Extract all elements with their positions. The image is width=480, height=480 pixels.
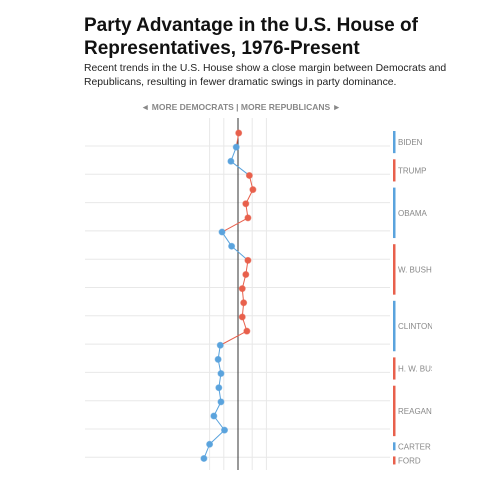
data-point: [243, 327, 251, 335]
president-label: BIDEN: [398, 138, 423, 147]
president-label: FORD: [398, 456, 421, 465]
chart-title: Party Advantage in the U.S. House of Rep…: [84, 14, 464, 60]
data-point: [227, 157, 235, 165]
president-label: W. BUSH: [398, 265, 432, 274]
president-label: OBAMA: [398, 209, 428, 218]
data-point: [244, 256, 252, 264]
president-term-bar: [393, 442, 396, 451]
data-point: [238, 313, 246, 321]
president-term-bar: [393, 131, 396, 154]
president-term-bar: [393, 300, 396, 352]
data-point: [249, 186, 257, 194]
data-point: [244, 214, 252, 222]
data-point: [242, 271, 250, 278]
title-line-2: Representatives, 1976-Present: [84, 38, 360, 59]
subtitle-line-2: Republicans, resulting in fewer dramatic…: [84, 77, 397, 88]
data-point: [218, 228, 226, 236]
title-line-1: Party Advantage in the U.S. House of: [84, 15, 418, 36]
president-term-bar: [393, 159, 396, 182]
line-segment: [231, 245, 249, 261]
data-point: [210, 412, 218, 420]
data-point: [242, 200, 250, 208]
series-points: [200, 129, 257, 462]
data-point: [206, 440, 214, 448]
president-label: TRUMP: [398, 166, 426, 175]
line-segment: [230, 160, 250, 176]
president-term-bar: [393, 244, 396, 295]
data-point: [221, 426, 229, 434]
data-point: [235, 129, 243, 137]
president-term-bar: [393, 187, 396, 239]
chart-subtitle: Recent trends in the U.S. House show a c…: [84, 62, 480, 90]
data-point: [217, 398, 225, 406]
direction-label: ◄ MORE DEMOCRATS | MORE REPUBLICANS ►: [141, 102, 341, 112]
series-line: [203, 132, 254, 459]
data-point: [214, 355, 222, 363]
data-point: [217, 370, 225, 378]
data-point: [238, 285, 246, 293]
president-label: CARTER: [398, 442, 431, 451]
data-point: [240, 299, 248, 307]
data-point: [228, 242, 236, 250]
data-point: [216, 341, 224, 349]
president-label: CLINTON: [398, 322, 433, 331]
subtitle-line-1: Recent trends in the U.S. House show a c…: [84, 63, 447, 74]
president-label: H. W. BUSH: [398, 364, 442, 373]
data-point: [215, 384, 223, 392]
president-term-bar: [393, 385, 396, 437]
data-point: [232, 143, 240, 151]
president-labels: BIDEN TRUMP OBAMA W. BUSH CLINTON H. W. BUSH R…: [393, 131, 442, 465]
president-term-bar: [393, 357, 396, 380]
data-point: [245, 171, 253, 179]
president-label: REAGAN: [398, 407, 432, 416]
line-segment: [221, 217, 249, 233]
data-point: [200, 454, 208, 462]
line-segment: [220, 330, 248, 346]
president-term-bar: [393, 456, 396, 465]
